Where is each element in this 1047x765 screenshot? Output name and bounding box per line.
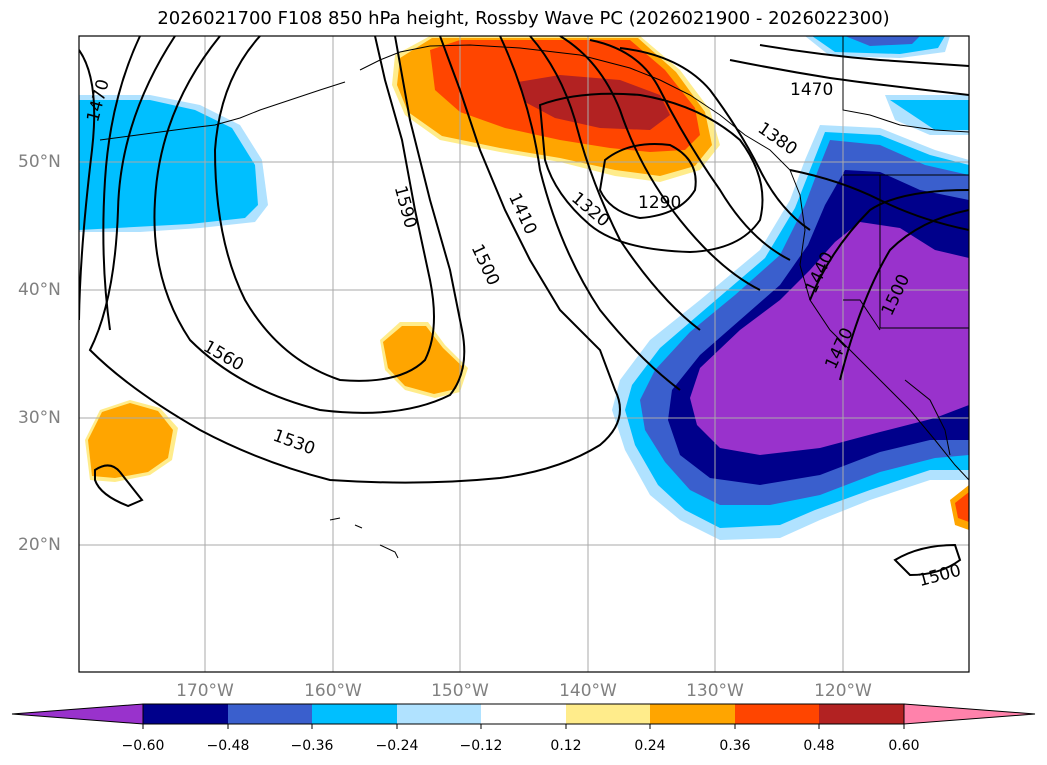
colorbar-tick-label: −0.48 xyxy=(206,738,250,754)
colorbar-tick-label: 0.60 xyxy=(888,738,920,754)
colorbar-max-arrow xyxy=(903,703,1036,725)
anomaly-west-sky xyxy=(79,100,258,230)
colorbar-tick-label: 0.12 xyxy=(550,738,582,754)
contour-label: 1290 xyxy=(638,193,681,213)
colorbar-tick-label: 0.36 xyxy=(719,738,751,754)
colorbar-swatch xyxy=(735,704,819,724)
contour-1290 xyxy=(598,143,697,220)
lat-label: 40°N xyxy=(18,280,61,300)
contour-1440 xyxy=(559,36,761,291)
lat-label: 30°N xyxy=(18,408,61,428)
anomaly-nepac-firebrick xyxy=(518,75,670,130)
contour-1470-ne xyxy=(729,59,969,96)
contour-1500-ne xyxy=(759,44,969,67)
colorbar-frame xyxy=(142,703,905,725)
colorbar-tick-label: −0.12 xyxy=(459,738,503,754)
contour-1470 xyxy=(529,36,701,331)
colorbar-swatch xyxy=(397,704,481,724)
contour-1320 xyxy=(538,92,764,254)
colorbar-tick-label: −0.60 xyxy=(121,738,165,754)
height-contours xyxy=(79,36,969,577)
contour-1500-eastb xyxy=(839,209,969,381)
colorbar-tick-label: 0.24 xyxy=(634,738,666,754)
colorbar-swatch xyxy=(566,704,650,724)
anomaly-sw-orange xyxy=(88,403,173,478)
colorbar-min-arrow xyxy=(11,703,144,725)
contour-1500-east xyxy=(499,36,681,391)
lat-label: 50°N xyxy=(18,152,61,172)
colorbar-swatch xyxy=(228,704,312,724)
colorbar-tick-label: 0.48 xyxy=(803,738,835,754)
anomaly-ne-sky2 xyxy=(890,100,969,130)
contour-1500-se xyxy=(893,543,962,577)
contour-sw-loop xyxy=(94,464,144,508)
lat-label: 20°N xyxy=(18,535,61,555)
contour-1500-west xyxy=(102,36,141,331)
colorbar-swatch xyxy=(481,704,566,724)
anomaly-east-purple xyxy=(690,222,969,455)
contour-1440-east xyxy=(789,169,969,231)
contour-1410 xyxy=(589,39,791,261)
coastlines xyxy=(99,36,969,559)
contour-1590-loop xyxy=(213,36,435,382)
colorbar-swatch xyxy=(819,704,904,724)
lon-label: 120°W xyxy=(814,681,872,701)
colorbar xyxy=(11,703,1036,729)
colorbar-tick-label: −0.24 xyxy=(375,738,419,754)
lon-label: 160°W xyxy=(304,681,362,701)
anomaly-central-orange xyxy=(383,326,464,394)
contour-1470-west xyxy=(79,49,96,321)
colorbar-swatch xyxy=(312,704,397,724)
contour-1380 xyxy=(619,47,811,231)
contour-1470-east xyxy=(809,189,969,301)
map-frame xyxy=(78,35,970,673)
lon-label: 140°W xyxy=(559,681,617,701)
colorbar-swatch xyxy=(650,704,735,724)
anomaly-shading xyxy=(79,36,969,540)
gridlines xyxy=(79,36,969,672)
colorbar-swatch xyxy=(143,704,228,724)
contour-label: 1470 xyxy=(790,80,833,100)
contour-1530-loop xyxy=(88,36,621,484)
lon-label: 170°W xyxy=(176,681,234,701)
lon-label: 130°W xyxy=(686,681,744,701)
contour-1560-loop xyxy=(153,36,466,414)
anomaly-ne-royal xyxy=(845,36,920,46)
map-title: 2026021700 F108 850 hPa height, Rossby W… xyxy=(157,8,890,29)
colorbar-tick-label: −0.36 xyxy=(290,738,334,754)
anomaly-se-redorange xyxy=(955,492,969,522)
lon-label: 150°W xyxy=(431,681,489,701)
